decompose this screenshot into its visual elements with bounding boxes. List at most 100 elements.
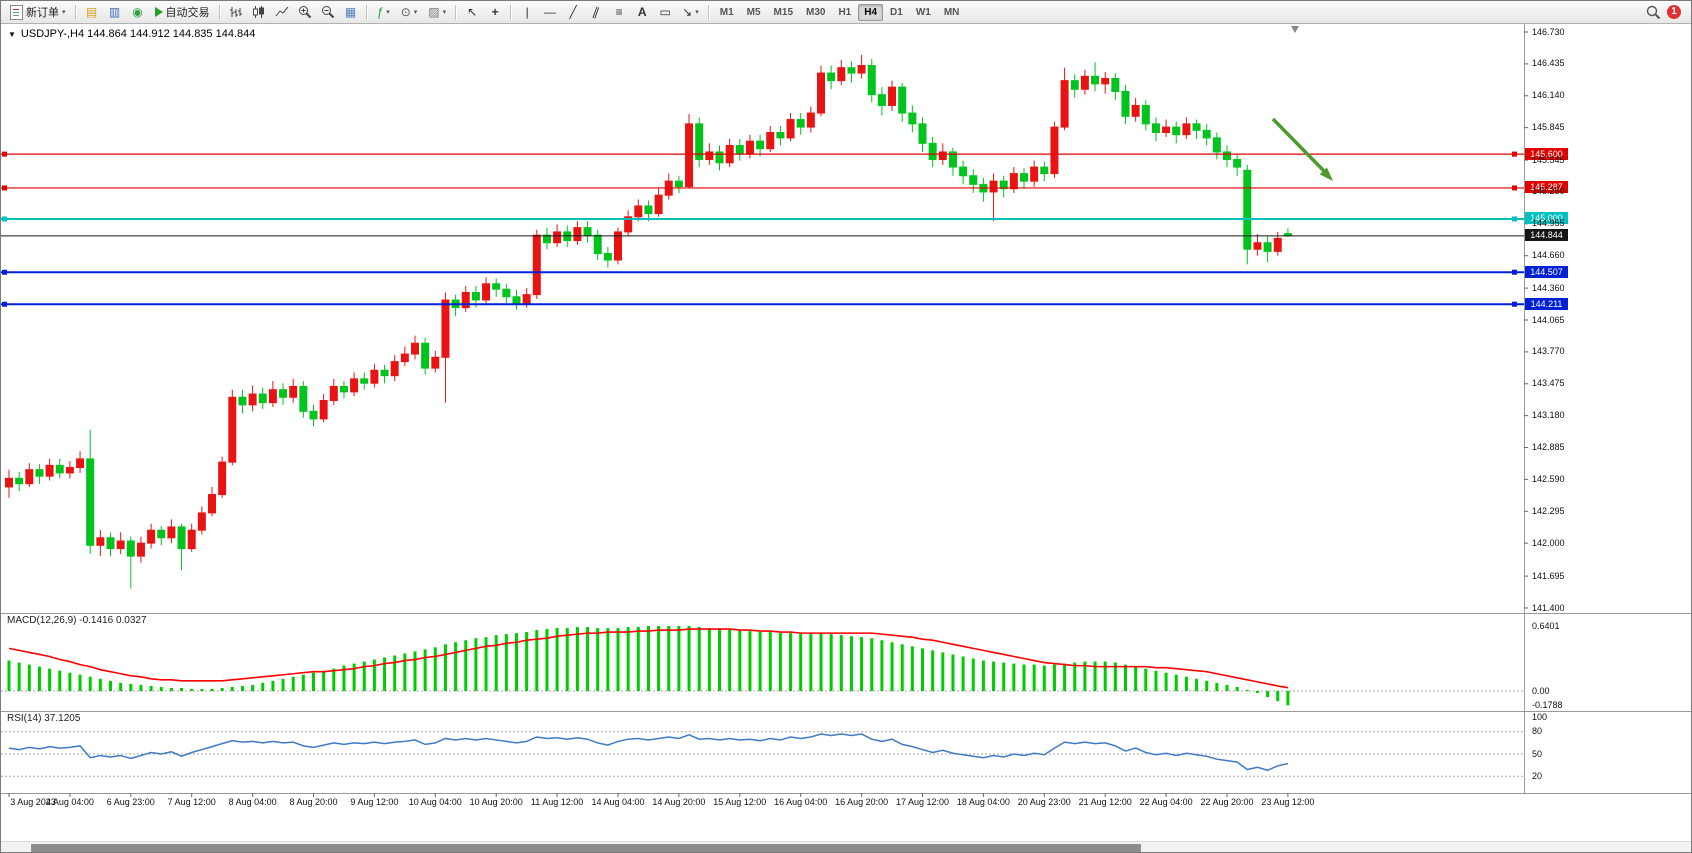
tile-windows-icon: ▦ bbox=[344, 5, 357, 19]
zoom-in-button[interactable] bbox=[294, 2, 316, 22]
text-tool-button[interactable]: A bbox=[631, 2, 653, 22]
date-label: 4 Aug 04:00 bbox=[45, 797, 94, 807]
date-label: 18 Aug 04:00 bbox=[956, 797, 1010, 807]
date-label: 7 Aug 12:00 bbox=[167, 797, 216, 807]
crosshair-tool-button[interactable]: + bbox=[484, 2, 506, 22]
market-watch-button[interactable]: ▤ bbox=[81, 2, 103, 22]
line-handle[interactable] bbox=[1512, 185, 1517, 191]
trend-arrow-annotation[interactable] bbox=[1271, 117, 1326, 173]
line-handle[interactable] bbox=[1512, 151, 1517, 157]
timeframe-button-D1[interactable]: D1 bbox=[890, 6, 903, 18]
rsi-scale-label: 50 bbox=[1532, 748, 1543, 759]
timeframe-button-M15[interactable]: M15 bbox=[773, 6, 793, 18]
channel-tool-button[interactable]: ∥ bbox=[585, 2, 607, 22]
timeframe-button-MN[interactable]: MN bbox=[943, 6, 960, 18]
collapse-triangle-icon[interactable]: ▼ bbox=[8, 29, 16, 39]
chart-shift-marker[interactable] bbox=[1291, 26, 1299, 33]
price-scale[interactable]: 145.600 145.287 145.000 144.844 144.507 144.2… bbox=[1524, 1, 1691, 852]
new-order-icon bbox=[10, 4, 23, 20]
line-handle[interactable] bbox=[2, 185, 7, 191]
fibonacci-tool-button[interactable]: ≡ bbox=[608, 2, 630, 22]
date-label: 14 Aug 04:00 bbox=[591, 797, 645, 807]
timeframe-button-H4[interactable]: H4 bbox=[858, 3, 884, 21]
line-chart-icon bbox=[275, 6, 288, 17]
horizontal-scrollbar[interactable] bbox=[1, 841, 1691, 852]
cursor-icon: ↖ bbox=[467, 5, 478, 19]
macd-scale-label: 0.6401 bbox=[1532, 620, 1560, 631]
macd-signal-line bbox=[8, 628, 1289, 689]
date-label: 8 Aug 20:00 bbox=[289, 797, 338, 807]
price-tick-label: 144.360 bbox=[1532, 282, 1565, 293]
trendline-tool-button[interactable]: ╱ bbox=[562, 2, 584, 22]
toolbar: 新订单 ▾ ▤ ▥ ◉ 自动交易 ▦ ƒ ▾ ⊙ ▾ ▨ ▾ bbox=[1, 1, 1691, 24]
candlestick-chart-type-button[interactable] bbox=[248, 2, 270, 22]
line-handle[interactable] bbox=[1512, 301, 1517, 307]
line-handle[interactable] bbox=[2, 269, 7, 275]
timeframe-button-M1[interactable]: M1 bbox=[719, 6, 734, 18]
new-order-button[interactable]: 新订单 ▾ bbox=[5, 2, 71, 22]
line-handle[interactable] bbox=[1512, 216, 1517, 222]
price-tick-label: 146.730 bbox=[1532, 26, 1565, 37]
navigator-icon: ◉ bbox=[132, 5, 143, 19]
search-icon bbox=[1646, 5, 1660, 19]
candlesticks[interactable] bbox=[5, 54, 1292, 589]
timeframe-button-W1[interactable]: W1 bbox=[915, 6, 931, 18]
price-tick-label: 145.845 bbox=[1532, 122, 1565, 133]
zoom-out-button[interactable] bbox=[317, 2, 339, 22]
toolbar-separator bbox=[218, 4, 221, 20]
date-label: 9 Aug 12:00 bbox=[350, 797, 399, 807]
date-label: 21 Aug 12:00 bbox=[1078, 797, 1132, 807]
macd-signal-value: 0.0327 bbox=[115, 615, 147, 626]
line-handle[interactable] bbox=[2, 151, 7, 157]
timeframe-button-M30[interactable]: M30 bbox=[806, 6, 826, 18]
scrollbar-thumb[interactable] bbox=[31, 844, 1141, 852]
date-label: 6 Aug 23:00 bbox=[106, 797, 155, 807]
rsi-name: RSI(14) bbox=[7, 713, 42, 724]
templates-button[interactable]: ▨ ▾ bbox=[423, 2, 451, 22]
autotrade-button[interactable]: 自动交易 bbox=[150, 2, 215, 22]
vertical-line-icon: | bbox=[525, 5, 529, 19]
clock-icon: ⊙ bbox=[400, 5, 411, 19]
chevron-down-icon: ▾ bbox=[386, 9, 390, 16]
new-order-label: 新订单 bbox=[26, 7, 59, 19]
price-tick-label: 142.590 bbox=[1532, 473, 1565, 484]
horizontal-line-icon: — bbox=[544, 5, 557, 19]
candlestick-chart-icon bbox=[252, 6, 264, 18]
vertical-line-tool-button[interactable]: | bbox=[516, 2, 538, 22]
line-chart-type-button[interactable] bbox=[271, 2, 293, 22]
data-window-icon: ▥ bbox=[108, 5, 121, 19]
line-handle[interactable] bbox=[1512, 269, 1517, 275]
periods-button[interactable]: ⊙ ▾ bbox=[396, 2, 423, 22]
date-axis[interactable]: 3 Aug 2023 4 Aug 04:00 6 Aug 23:00 7 Aug 12… bbox=[1, 793, 1524, 813]
tile-windows-button[interactable]: ▦ bbox=[340, 2, 362, 22]
data-window-button[interactable]: ▥ bbox=[104, 2, 126, 22]
date-label: 22 Aug 20:00 bbox=[1200, 797, 1254, 807]
line-handle[interactable] bbox=[2, 301, 7, 307]
macd-indicator-label: MACD(12,26,9) -0.1416 0.0327 bbox=[7, 615, 147, 626]
date-label: 17 Aug 12:00 bbox=[895, 797, 950, 807]
cursor-tool-button[interactable]: ↖ bbox=[461, 2, 483, 22]
price-tick-label: 142.885 bbox=[1532, 442, 1565, 453]
notification-badge[interactable]: 1 bbox=[1667, 5, 1681, 19]
rsi-indicator-label: RSI(14) 37.1205 bbox=[7, 713, 80, 724]
timeframe-button-M5[interactable]: M5 bbox=[746, 6, 761, 18]
text-tool-icon: A bbox=[637, 5, 647, 19]
timeframe-button-H1[interactable]: H1 bbox=[838, 6, 852, 18]
horizontal-line-tool-button[interactable]: — bbox=[539, 2, 561, 22]
label-tool-button[interactable]: ▭ bbox=[654, 2, 676, 22]
indicators-button[interactable]: ƒ ▾ bbox=[372, 2, 395, 22]
price-tick-label: 146.140 bbox=[1532, 90, 1565, 101]
trend-arrow-head[interactable] bbox=[1319, 167, 1333, 182]
navigator-button[interactable]: ◉ bbox=[127, 2, 149, 22]
arrows-tool-button[interactable]: ↘ ▾ bbox=[677, 2, 704, 22]
price-tick-label: 141.400 bbox=[1532, 602, 1565, 613]
price-level-badge: 145.000 bbox=[1525, 212, 1568, 225]
bar-chart-type-button[interactable] bbox=[225, 2, 247, 22]
line-handle[interactable] bbox=[2, 216, 7, 222]
rsi-scale-label: 20 bbox=[1532, 770, 1543, 781]
search-button[interactable] bbox=[1642, 2, 1664, 22]
timeframe-group: M1 M5 M15 M30 H1 H4 D1 W1 MN bbox=[714, 3, 966, 21]
date-label: 3 Aug 2023 bbox=[10, 797, 56, 807]
rsi-scale-label: 100 bbox=[1532, 711, 1548, 722]
